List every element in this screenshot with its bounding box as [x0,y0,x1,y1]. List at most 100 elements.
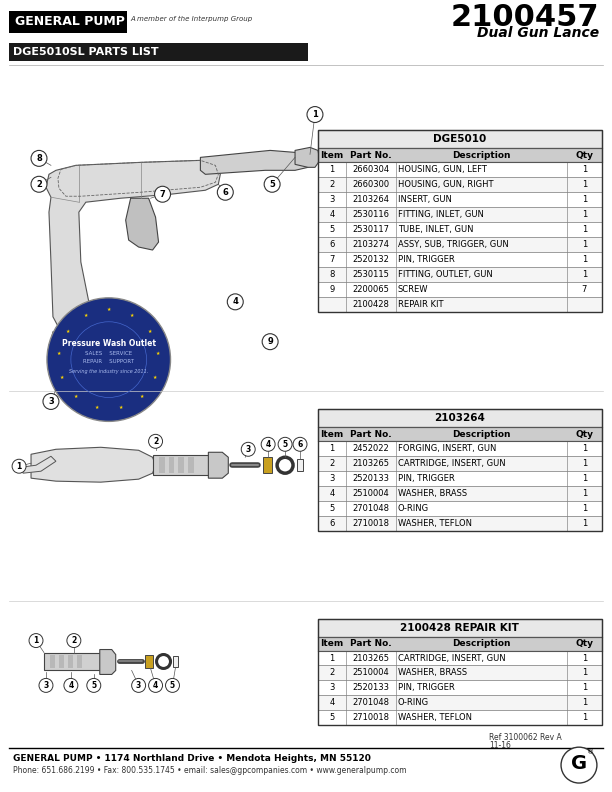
Text: 2520133: 2520133 [353,474,389,483]
Text: ASSY, SUB, TRIGGER, GUN: ASSY, SUB, TRIGGER, GUN [398,240,509,249]
Text: Qty: Qty [575,430,594,439]
Bar [159,457,165,473]
Text: ★: ★ [140,394,144,399]
Bar [318,252,602,267]
Text: 1: 1 [582,504,587,513]
Bar [318,680,602,695]
Text: ★: ★ [95,406,99,410]
Text: INSERT, GUN: INSERT, GUN [398,195,452,204]
Text: Part No.: Part No. [350,430,392,439]
Circle shape [217,185,233,200]
Text: HOUSING, GUN, RIGHT: HOUSING, GUN, RIGHT [398,181,493,189]
Bar [318,177,602,192]
Text: 1: 1 [582,519,587,528]
Text: 2: 2 [71,636,76,645]
Text: 3: 3 [329,195,335,204]
Text: 2530117: 2530117 [353,225,389,234]
Text: Serving the industry since 2011.: Serving the industry since 2011. [69,369,148,374]
Bar [9,43,308,61]
Text: 3: 3 [48,397,54,406]
Bar [68,654,73,668]
Bar [152,455,211,475]
Bar [318,131,602,312]
Text: Description: Description [452,430,510,439]
Text: 11-16: 11-16 [490,741,511,750]
Bar [318,501,602,516]
Bar [188,457,195,473]
Text: 4: 4 [153,681,158,690]
Text: REPAIR KIT: REPAIR KIT [398,300,443,309]
Text: 6: 6 [329,519,335,528]
Bar [50,378,83,380]
Text: FITTING, INLET, GUN: FITTING, INLET, GUN [398,210,483,219]
Bar [318,619,602,725]
Bar [168,457,174,473]
Text: 2100457: 2100457 [450,3,599,32]
Polygon shape [208,452,228,478]
Text: 2100428: 2100428 [353,300,389,309]
Text: 2: 2 [329,181,335,189]
Text: CARTRIDGE, INSERT, GUN: CARTRIDGE, INSERT, GUN [398,653,506,662]
Text: 1: 1 [34,636,39,645]
Text: Description: Description [452,639,510,648]
Bar [318,619,602,637]
Bar [318,428,602,441]
Text: 1: 1 [582,166,587,174]
Text: WASHER, TEFLON: WASHER, TEFLON [398,519,472,528]
Bar [9,11,127,32]
Circle shape [132,679,146,692]
Bar [318,208,602,222]
Circle shape [241,442,255,456]
Text: 4: 4 [329,489,335,498]
Bar [318,282,602,297]
Text: Item: Item [320,151,343,160]
Bar [144,654,152,668]
Circle shape [87,679,101,692]
Text: 1: 1 [329,653,335,662]
Circle shape [43,394,59,409]
Text: ★: ★ [73,394,78,399]
Text: 1: 1 [312,110,318,119]
Text: 2: 2 [329,459,335,468]
Bar [50,654,55,668]
Text: 1: 1 [582,489,587,498]
Circle shape [262,333,278,349]
Bar [297,459,303,471]
Text: 7: 7 [582,285,587,294]
Text: Part No.: Part No. [350,639,392,648]
Bar [179,457,184,473]
Circle shape [149,679,163,692]
Circle shape [39,679,53,692]
Circle shape [47,298,171,421]
Circle shape [155,186,171,202]
Text: PIN, TRIGGER: PIN, TRIGGER [398,474,454,483]
Text: SALES    SERVICE: SALES SERVICE [85,351,132,356]
Text: DGE5010SL PARTS LIST: DGE5010SL PARTS LIST [13,47,159,57]
Text: 1: 1 [582,444,587,453]
Text: ★: ★ [65,329,70,333]
Bar [318,441,602,456]
Text: 1: 1 [582,683,587,692]
Bar [318,637,602,650]
Bar [318,148,602,162]
Text: 2103265: 2103265 [353,653,389,662]
Circle shape [67,634,81,648]
Circle shape [149,434,163,448]
Text: 6: 6 [297,440,303,449]
Bar [318,471,602,486]
Text: 5: 5 [91,681,96,690]
Circle shape [12,459,26,473]
Bar [50,354,83,356]
Text: O-RING: O-RING [398,699,429,707]
Text: ★: ★ [57,351,61,356]
Text: Description: Description [452,151,510,160]
Text: 2: 2 [153,437,158,446]
Text: 8: 8 [329,270,335,279]
Text: Dual Gun Lance: Dual Gun Lance [477,26,599,40]
Text: 1: 1 [329,166,335,174]
Text: ★: ★ [83,313,88,318]
Text: 1: 1 [17,462,21,470]
Text: 6: 6 [222,188,228,196]
Polygon shape [125,198,159,250]
Text: ★: ★ [60,375,64,380]
